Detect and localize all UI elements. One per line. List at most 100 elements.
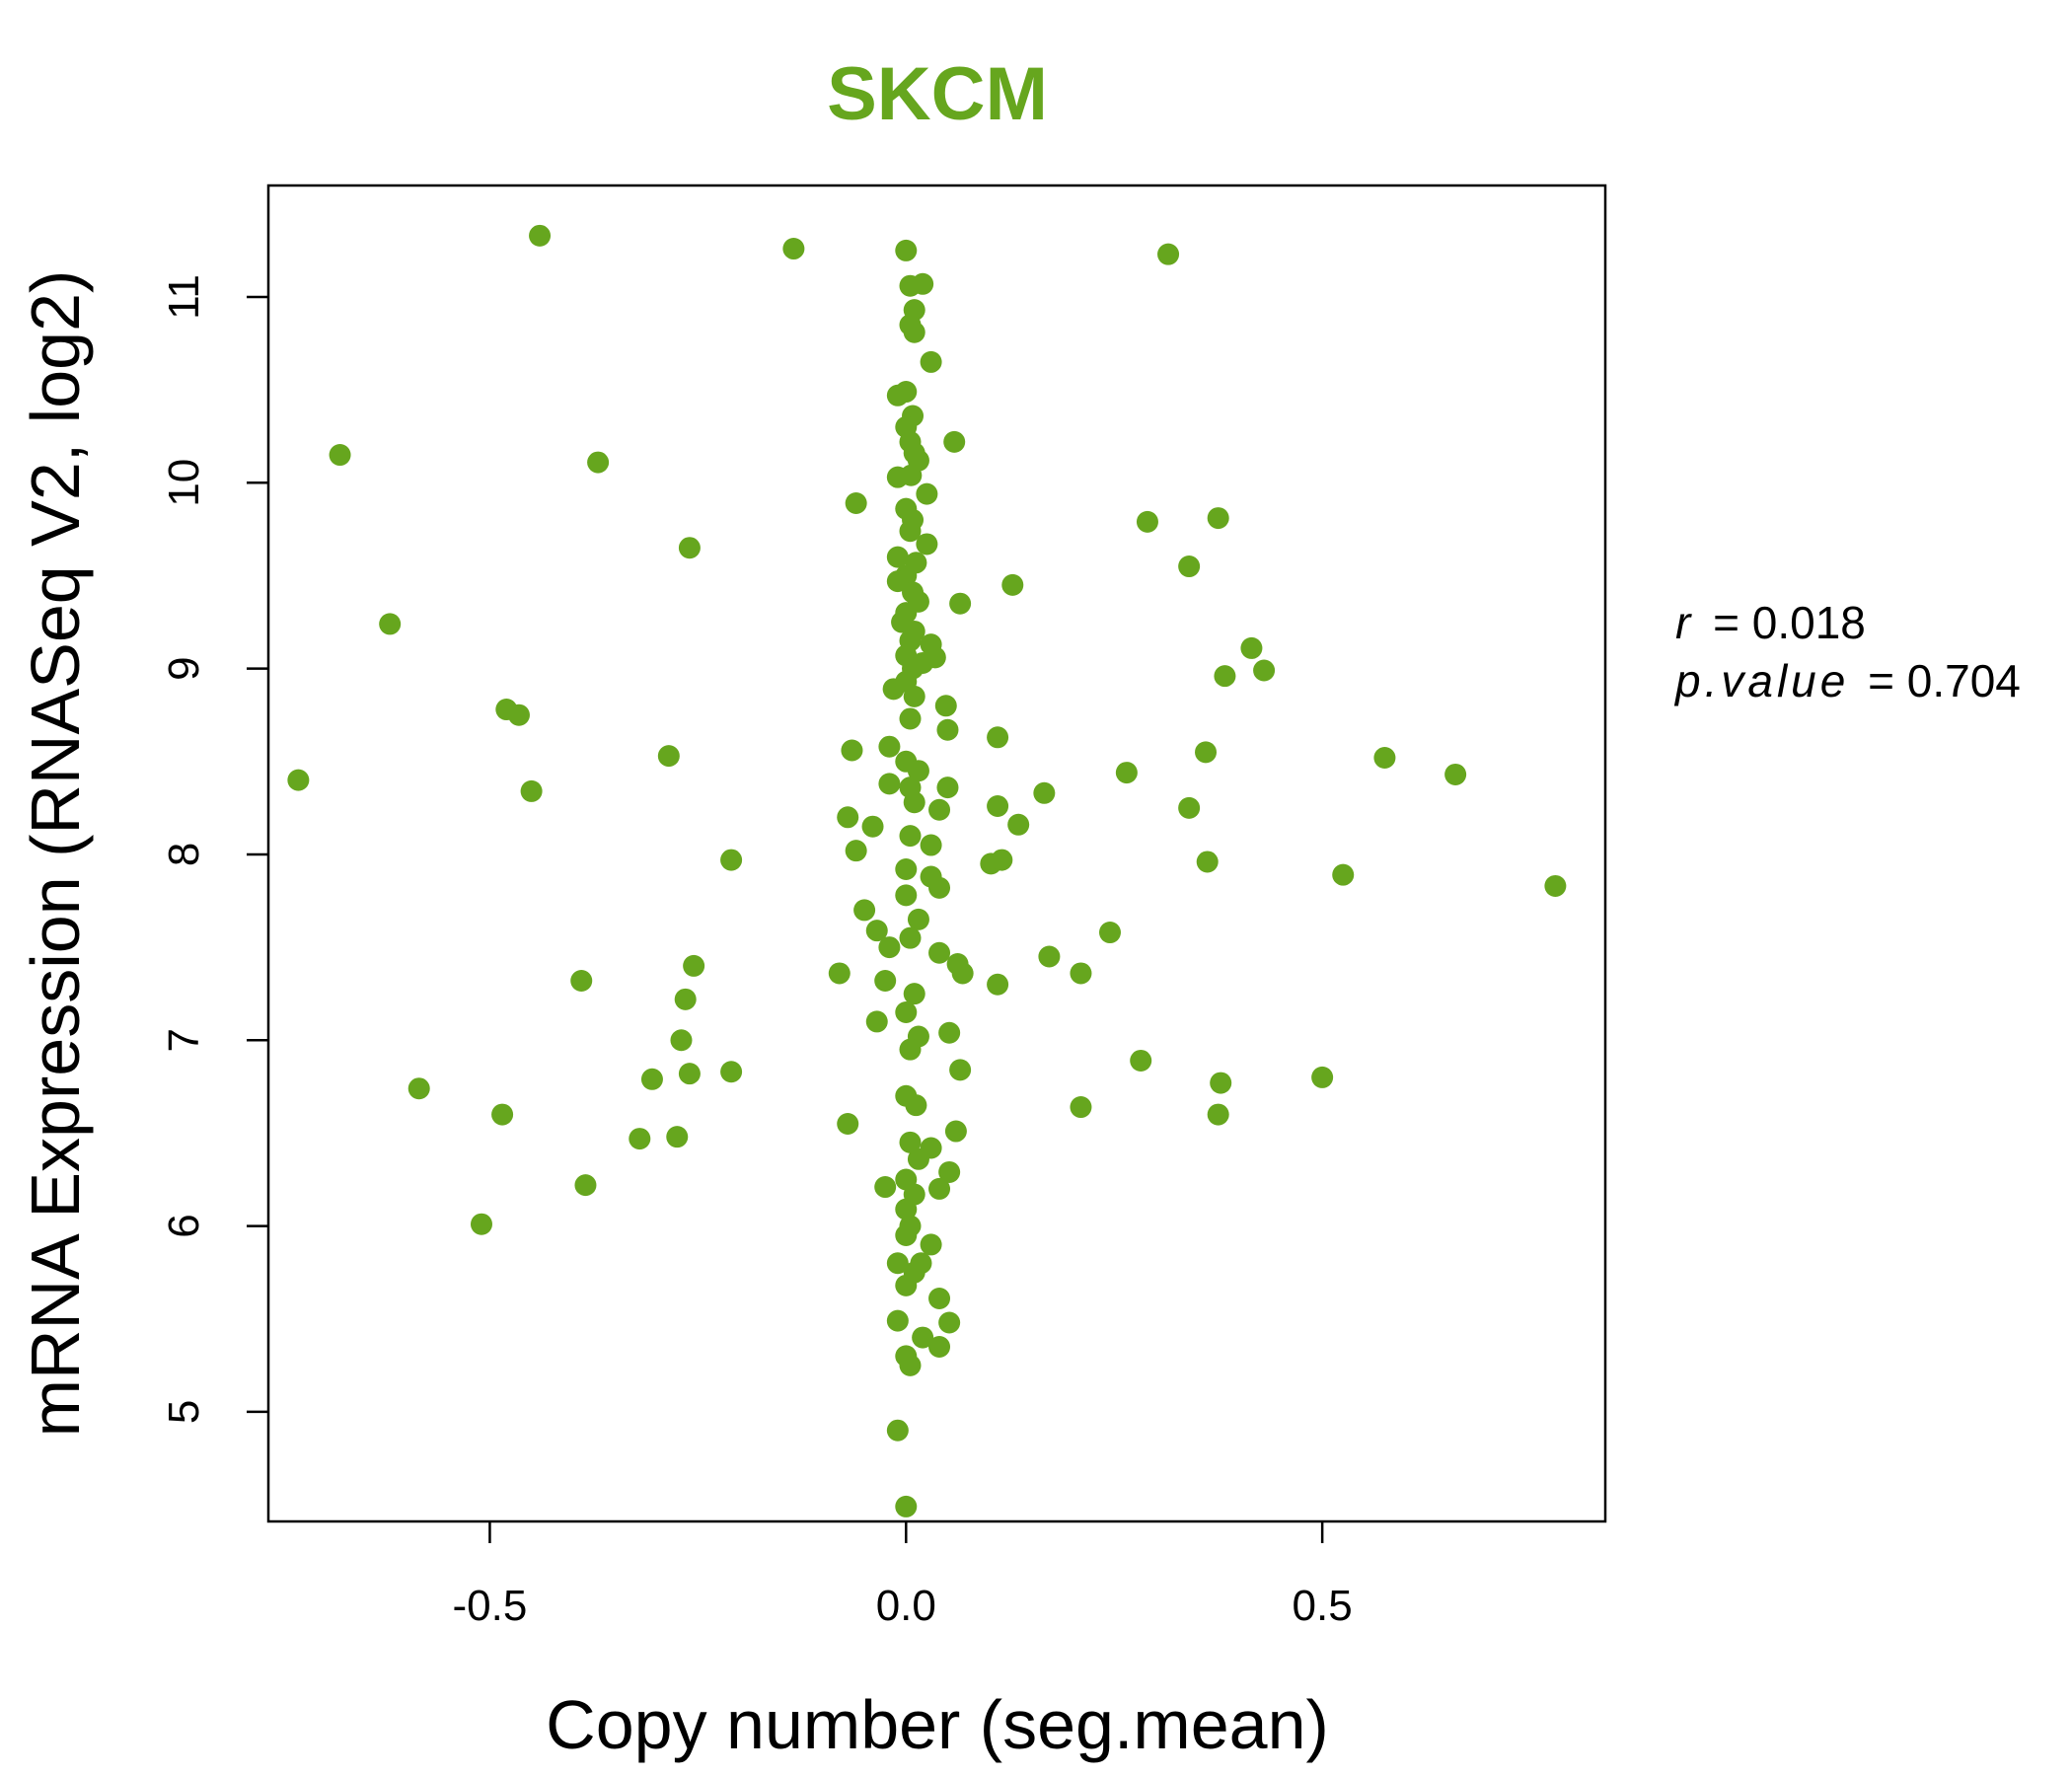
r-label: r bbox=[1675, 597, 1692, 648]
y-tick-label: 6 bbox=[160, 1214, 208, 1237]
data-point bbox=[924, 646, 946, 669]
data-point bbox=[1196, 851, 1219, 873]
data-point bbox=[903, 321, 925, 343]
data-point bbox=[895, 1001, 918, 1024]
data-point bbox=[916, 482, 938, 505]
data-point bbox=[936, 777, 959, 799]
data-point bbox=[657, 745, 680, 768]
data-point bbox=[865, 1010, 888, 1033]
data-point bbox=[905, 1094, 927, 1117]
data-point bbox=[895, 1274, 918, 1296]
data-point bbox=[1115, 762, 1138, 784]
data-point bbox=[574, 1174, 597, 1197]
data-point bbox=[920, 350, 942, 373]
data-point bbox=[928, 876, 951, 899]
data-point bbox=[949, 1059, 972, 1081]
data-point bbox=[938, 1311, 961, 1334]
y-axis: 5 6 7 8 9 10 11 bbox=[160, 274, 268, 1424]
data-point bbox=[1070, 962, 1092, 985]
data-point bbox=[1253, 659, 1276, 682]
data-point bbox=[928, 1335, 951, 1358]
data-point bbox=[837, 1113, 859, 1136]
x-tick-label: 0.0 bbox=[876, 1582, 936, 1630]
data-point bbox=[529, 224, 552, 247]
data-point bbox=[570, 969, 593, 992]
x-axis: -0.5 0.0 0.5 bbox=[453, 1521, 1353, 1630]
data-point bbox=[895, 884, 918, 907]
data-point bbox=[878, 936, 901, 959]
data-point bbox=[1444, 763, 1467, 785]
y-tick-label: 9 bbox=[160, 656, 208, 680]
y-axis-label: mRNA Expression (RNASeq V2, log2) bbox=[17, 270, 94, 1438]
data-point bbox=[907, 908, 929, 930]
data-point bbox=[899, 1131, 922, 1153]
data-point bbox=[1210, 1072, 1232, 1094]
r-statistic: r = 0.018 bbox=[1675, 597, 1866, 648]
data-point bbox=[899, 707, 922, 730]
data-point bbox=[899, 1354, 922, 1376]
data-point bbox=[991, 849, 1013, 871]
data-point bbox=[1544, 874, 1567, 897]
r-value: 0.018 bbox=[1752, 597, 1866, 648]
data-point bbox=[903, 685, 925, 707]
data-point bbox=[938, 1160, 961, 1183]
data-point bbox=[886, 466, 909, 488]
data-point bbox=[507, 703, 530, 726]
data-point bbox=[678, 1063, 701, 1085]
data-point bbox=[1136, 510, 1158, 533]
data-point bbox=[587, 451, 610, 474]
y-tick-label: 7 bbox=[160, 1028, 208, 1052]
data-point bbox=[845, 840, 867, 862]
data-point bbox=[886, 1419, 909, 1442]
data-point bbox=[895, 858, 918, 881]
data-point bbox=[886, 570, 909, 593]
data-point bbox=[934, 695, 957, 717]
data-point bbox=[1070, 1096, 1092, 1119]
data-point bbox=[1038, 945, 1061, 968]
data-point bbox=[678, 537, 701, 559]
data-point bbox=[882, 678, 905, 701]
data-point bbox=[928, 941, 951, 964]
data-point bbox=[907, 760, 929, 782]
data-point bbox=[916, 533, 938, 555]
data-point bbox=[1373, 747, 1396, 770]
data-point bbox=[899, 1038, 922, 1061]
data-point bbox=[878, 773, 901, 795]
data-point bbox=[865, 920, 888, 942]
data-point bbox=[640, 1068, 663, 1090]
data-point bbox=[903, 983, 925, 1005]
data-point bbox=[899, 926, 922, 949]
data-point bbox=[1130, 1049, 1152, 1072]
data-point bbox=[907, 1147, 929, 1170]
data-point bbox=[920, 1233, 942, 1256]
data-point bbox=[987, 726, 1009, 749]
data-point bbox=[1207, 1103, 1229, 1126]
data-point bbox=[1240, 636, 1263, 659]
data-point bbox=[874, 969, 897, 992]
data-point bbox=[720, 849, 743, 871]
data-point bbox=[878, 735, 901, 758]
data-point bbox=[987, 794, 1009, 817]
data-point bbox=[928, 1177, 951, 1200]
data-point bbox=[928, 1288, 951, 1310]
data-point bbox=[944, 1120, 967, 1143]
data-point bbox=[853, 899, 876, 922]
data-point bbox=[943, 430, 966, 453]
data-point bbox=[666, 1126, 689, 1148]
data-point bbox=[1001, 573, 1024, 596]
data-point bbox=[520, 779, 543, 802]
data-point bbox=[674, 988, 697, 1010]
data-point bbox=[379, 613, 402, 635]
data-point bbox=[1178, 555, 1201, 578]
data-point bbox=[491, 1103, 514, 1126]
data-point bbox=[287, 769, 310, 791]
data-point bbox=[1033, 781, 1056, 804]
data-point bbox=[886, 1252, 909, 1275]
data-point bbox=[329, 444, 351, 467]
data-point bbox=[895, 1223, 918, 1246]
data-point bbox=[912, 1326, 934, 1349]
x-tick-label: -0.5 bbox=[453, 1582, 528, 1630]
data-point bbox=[936, 718, 959, 741]
data-point bbox=[1195, 741, 1218, 764]
